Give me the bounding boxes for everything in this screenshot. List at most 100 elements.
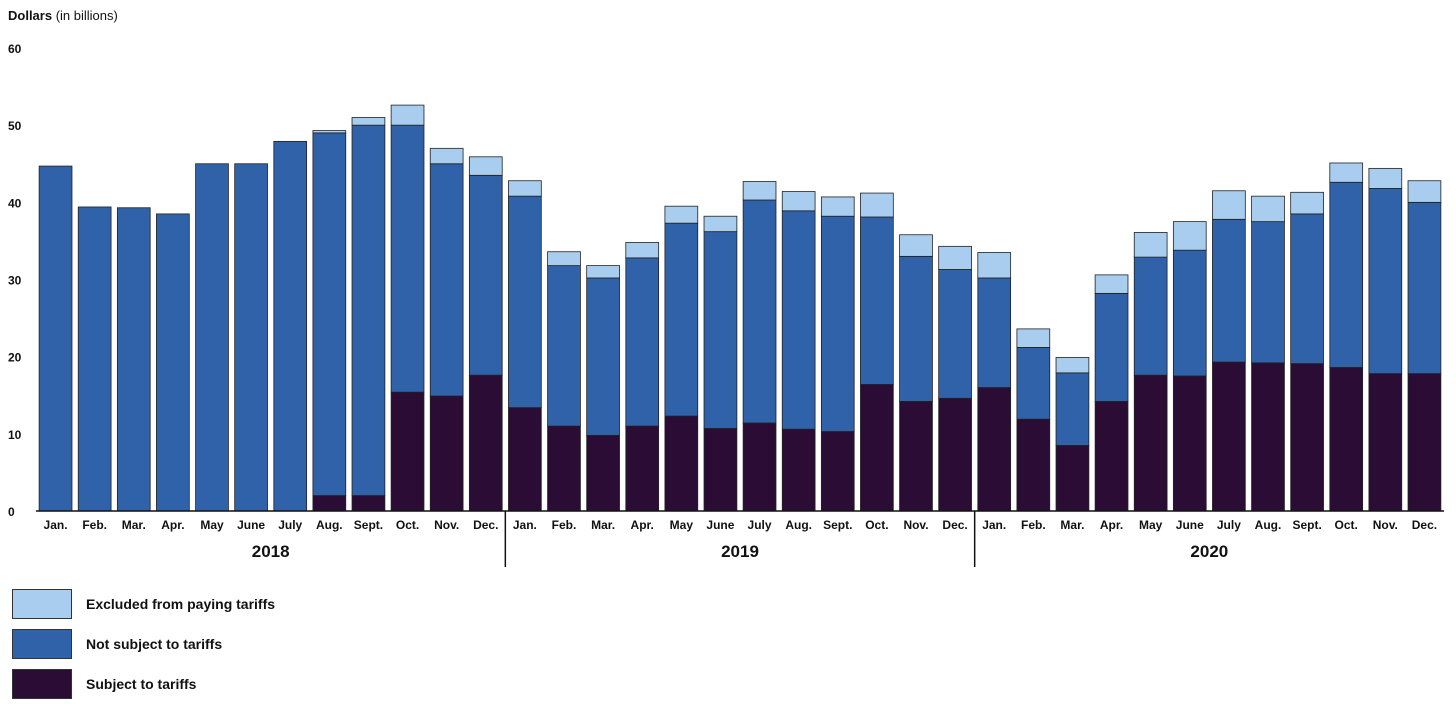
- bar-segment-1-13: [547, 265, 581, 427]
- year-label-2019: 2019: [721, 542, 759, 561]
- x-tick-label-12: Jan.: [513, 518, 537, 532]
- bar-segment-1-25: [1016, 347, 1051, 420]
- bar-segment-1-28: [1133, 256, 1168, 376]
- bar-segment-0-28: [1133, 374, 1168, 512]
- bar-segment-2-10: [429, 147, 464, 165]
- y-tick-label-10: 10: [8, 428, 22, 442]
- bar-segment-1-24: [977, 277, 1012, 388]
- legend-item-not-subject: Not subject to tariffs: [12, 624, 275, 664]
- bar-segment-2-13: [547, 251, 581, 267]
- bar-segment-0-18: [742, 422, 777, 512]
- x-tick-label-22: Nov.: [903, 518, 928, 532]
- bar-segment-1-26: [1055, 372, 1090, 446]
- bar-segment-1-31: [1251, 221, 1285, 364]
- bar-segment-1-6: [273, 140, 308, 512]
- bar-segment-1-7: [312, 132, 347, 496]
- legend-label-subject: Subject to tariffs: [86, 676, 197, 692]
- x-tick-label-35: Dec.: [1412, 518, 1437, 532]
- x-tick-label-11: Dec.: [473, 518, 498, 532]
- x-tick-label-8: Sept.: [354, 518, 383, 532]
- bar-segment-2-19: [781, 191, 816, 212]
- bar-segment-0-33: [1329, 367, 1364, 512]
- y-axis-unit: (in billions): [55, 8, 118, 23]
- x-tick-label-7: Aug.: [316, 518, 343, 532]
- chart-plot: 0 10 20 30 40 50 60 Jan. Feb. Mar. Apr. May June July…: [8, 42, 1444, 567]
- legend: Excluded from paying tariffs Not subject…: [12, 584, 275, 704]
- legend-swatch-excluded: [12, 589, 72, 619]
- x-tick-label-13: Feb.: [552, 518, 577, 532]
- bar-segment-0-29: [1172, 375, 1207, 512]
- bar-segment-1-32: [1290, 213, 1324, 365]
- bar-segment-0-34: [1368, 373, 1403, 512]
- bar-segment-2-9: [390, 104, 425, 126]
- x-tick-label-25: Feb.: [1021, 518, 1046, 532]
- bar-segment-2-25: [1016, 328, 1051, 348]
- bar-segment-0-35: [1407, 373, 1442, 512]
- bar-segment-2-34: [1368, 167, 1403, 189]
- bar-segment-1-10: [429, 163, 464, 397]
- bar-segment-2-30: [1212, 190, 1246, 220]
- bar-segment-0-17: [703, 428, 738, 512]
- bar-segment-0-21: [860, 384, 894, 512]
- x-tick-label-2: Mar.: [122, 518, 146, 532]
- legend-item-excluded: Excluded from paying tariffs: [12, 584, 275, 624]
- y-tick-label-0: 0: [8, 505, 15, 519]
- bar-segment-0-25: [1016, 418, 1051, 512]
- legend-swatch-subject: [12, 669, 72, 699]
- year-label-2020: 2020: [1190, 542, 1228, 561]
- x-tick-label-34: Nov.: [1373, 518, 1398, 532]
- bar-segment-2-33: [1329, 162, 1364, 183]
- y-tick-label-50: 50: [8, 119, 22, 133]
- bar-segment-2-32: [1290, 191, 1324, 215]
- x-tick-label-18: July: [748, 518, 772, 532]
- bar-segment-0-14: [586, 434, 620, 512]
- x-tick-label-9: Oct.: [396, 518, 419, 532]
- bar-segment-2-22: [899, 234, 933, 257]
- bar-segment-2-17: [703, 215, 738, 233]
- bar-segment-1-14: [586, 277, 620, 436]
- bar-segment-0-31: [1251, 362, 1285, 512]
- bar-segment-0-16: [664, 415, 699, 512]
- x-tick-label-30: July: [1217, 518, 1241, 532]
- bar-segment-1-22: [899, 255, 933, 402]
- x-tick-label-1: Feb.: [82, 518, 107, 532]
- x-tick-label-0: Jan.: [44, 518, 68, 532]
- bar-segment-0-13: [547, 425, 581, 512]
- bar-segment-0-12: [508, 407, 542, 512]
- bar-segment-0-10: [429, 395, 464, 512]
- bar-segment-2-31: [1251, 195, 1285, 223]
- bar-segment-1-16: [664, 222, 699, 417]
- bar-segment-1-1: [77, 206, 112, 512]
- bar-segment-1-27: [1094, 292, 1129, 402]
- bar-segment-0-11: [468, 374, 503, 512]
- bar-segment-2-26: [1055, 357, 1090, 374]
- bar-segment-1-33: [1329, 181, 1364, 368]
- y-axis-title: Dollars (in billions): [8, 8, 118, 23]
- bar-segment-2-7: [312, 130, 347, 134]
- bar-segment-2-20: [820, 196, 855, 217]
- bar-segment-0-15: [625, 425, 660, 512]
- bar-segment-2-23: [938, 245, 972, 270]
- bar-segment-2-18: [742, 181, 777, 201]
- bar-segment-1-8: [351, 124, 386, 496]
- bar-segment-1-5: [234, 163, 268, 512]
- y-tick-label-30: 30: [8, 274, 22, 288]
- x-tick-label-33: Oct.: [1335, 518, 1358, 532]
- x-tick-label-4: May: [200, 518, 224, 532]
- legend-item-subject: Subject to tariffs: [12, 664, 275, 704]
- year-label-2018: 2018: [252, 542, 290, 561]
- bar-segment-0-27: [1094, 401, 1129, 512]
- x-tick-label-27: Apr.: [1100, 518, 1123, 532]
- bar-segment-1-29: [1172, 249, 1207, 377]
- x-tick-label-5: June: [237, 518, 265, 532]
- bar-segment-0-7: [312, 495, 347, 512]
- bar-segment-0-22: [899, 401, 933, 512]
- bar-segment-1-30: [1212, 218, 1246, 363]
- bar-segment-1-12: [508, 195, 542, 409]
- bar-segment-2-35: [1407, 180, 1442, 203]
- bar-segment-0-19: [781, 428, 816, 512]
- x-tick-label-28: May: [1139, 518, 1163, 532]
- x-tick-label-6: July: [278, 518, 302, 532]
- x-tick-label-23: Dec.: [942, 518, 967, 532]
- bar-segment-1-2: [116, 207, 151, 512]
